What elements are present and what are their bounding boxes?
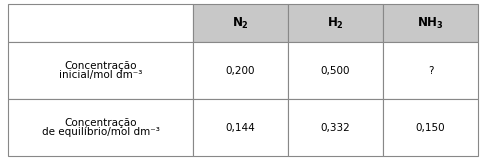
Text: $\mathbf{H_{2}}$: $\mathbf{H_{2}}$: [326, 15, 343, 31]
Text: 0,332: 0,332: [320, 122, 350, 132]
Text: 0,144: 0,144: [225, 122, 255, 132]
Text: $\mathbf{NH_{3}}$: $\mathbf{NH_{3}}$: [416, 15, 443, 31]
Text: 0,200: 0,200: [225, 66, 255, 76]
Text: 0,500: 0,500: [320, 66, 350, 76]
Bar: [288, 42, 382, 99]
Text: inicial/mol dm⁻³: inicial/mol dm⁻³: [59, 70, 142, 80]
Bar: [192, 42, 288, 99]
Bar: [382, 4, 477, 42]
Bar: [288, 99, 382, 156]
Text: Concentração: Concentração: [64, 61, 136, 71]
Bar: [192, 99, 288, 156]
Text: 0,150: 0,150: [415, 122, 444, 132]
Bar: [382, 42, 477, 99]
Text: $\mathbf{N_{2}}$: $\mathbf{N_{2}}$: [231, 15, 248, 31]
Text: ?: ?: [427, 66, 432, 76]
Bar: [382, 99, 477, 156]
Text: Concentração: Concentração: [64, 118, 136, 128]
Bar: [192, 4, 288, 42]
Bar: [8, 4, 192, 42]
Bar: [8, 42, 192, 99]
Text: de equilíbrio/mol dm⁻³: de equilíbrio/mol dm⁻³: [42, 127, 159, 137]
Bar: [288, 4, 382, 42]
Bar: [8, 99, 192, 156]
